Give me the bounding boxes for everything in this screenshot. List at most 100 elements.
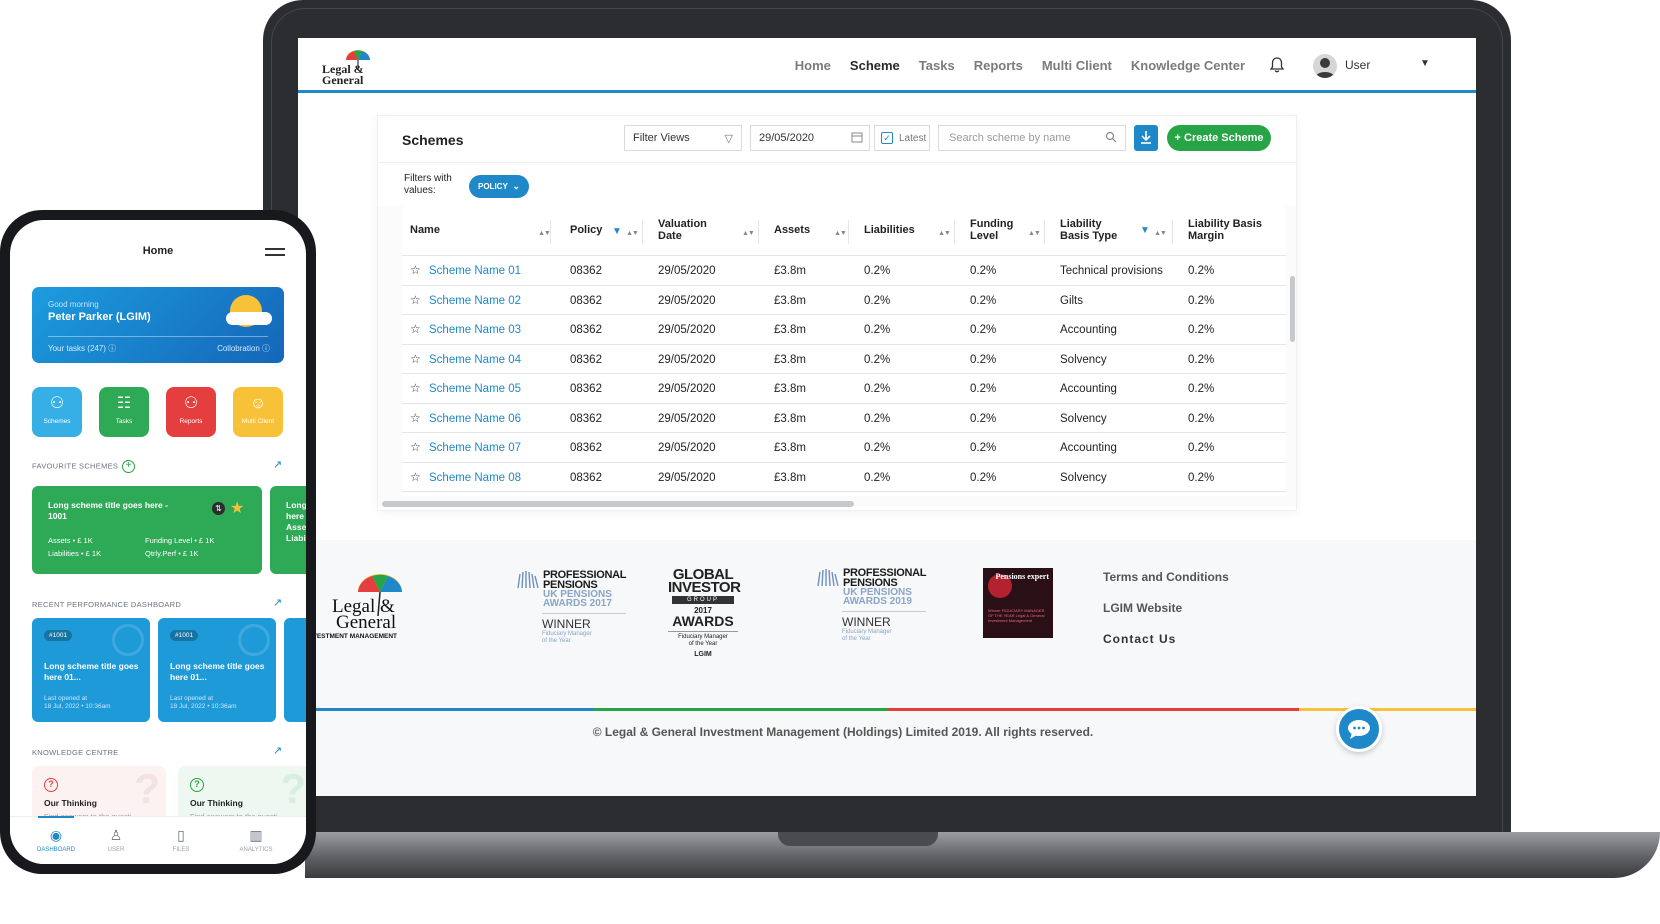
table-row[interactable]: ☆ Scheme Name 07 08362 29/05/2020 £3.8m 0.2% 0… [402, 433, 1286, 463]
scheme-name-link[interactable]: Scheme Name 03 [429, 324, 522, 336]
table-row[interactable]: ☆ Scheme Name 01 08362 29/05/2020 £3.8m 0.2% 0… [402, 256, 1286, 286]
hamburger-menu-icon[interactable] [265, 248, 285, 256]
scheme-name-link[interactable]: Scheme Name 01 [429, 265, 522, 277]
filter-active-icon[interactable]: ▼ [1140, 225, 1150, 236]
star-outline-icon[interactable]: ☆ [410, 469, 421, 484]
star-outline-icon[interactable]: ☆ [410, 263, 421, 277]
your-tasks-link[interactable]: Your tasks (247) ⓘ [48, 344, 117, 353]
sort-icon[interactable]: ▲▼ [1154, 230, 1167, 237]
create-scheme-button[interactable]: + Create Scheme [1167, 125, 1271, 151]
column-header-assets[interactable]: Assets ▲▼ [774, 224, 847, 237]
caret-down-icon[interactable]: ▼ [1420, 58, 1430, 69]
user-name[interactable]: User [1345, 58, 1371, 72]
date-picker[interactable]: 29/05/2020 [750, 125, 870, 151]
sort-icon[interactable]: ▲▼ [742, 230, 755, 237]
expand-arrow-icon[interactable]: ↗ [273, 597, 283, 609]
horizontal-scrollbar[interactable] [382, 501, 854, 507]
sort-icon[interactable]: ▲▼ [1028, 230, 1041, 237]
nav-multi-client[interactable]: Multi Client [1041, 58, 1112, 73]
swap-icon[interactable]: ⇅ [212, 502, 225, 515]
star-outline-icon[interactable]: ☆ [410, 292, 421, 307]
favourite-scheme-card-peek[interactable]: Long here Asse Liabi [270, 486, 306, 574]
phone-screen: Home Good morning Peter Parker (LGIM) Yo… [10, 220, 306, 864]
collaboration-link[interactable]: Collobration ⓘ [217, 344, 270, 353]
tile-reports[interactable]: ⚇ Reports [166, 387, 216, 437]
star-outline-icon[interactable]: ☆ [410, 322, 421, 336]
nav-home[interactable]: Home [794, 58, 831, 73]
star-outline-icon[interactable]: ☆ [410, 351, 421, 366]
add-favourite-icon[interactable]: + [122, 460, 136, 473]
cell-liabilities: 0.2% [864, 353, 891, 366]
nav-knowledge-center[interactable]: Knowledge Center [1130, 58, 1245, 73]
award-header: PROFESSIONAL PENSIONS UK PENSIONS AWARDS… [816, 568, 926, 607]
greeting-user: Peter Parker (LGIM) [48, 311, 151, 323]
column-header-liability-basis-margin[interactable]: Liability Basis Margin [1188, 218, 1268, 242]
expand-arrow-icon[interactable]: ↗ [273, 459, 283, 471]
sort-icon[interactable]: ▲▼ [538, 230, 551, 237]
award-body: WINNER Fiduciary Manager of the Year [816, 611, 927, 643]
perf-last-opened: Last opened at 18 Jul, 2022 • 10:36am [44, 695, 111, 711]
table-row[interactable]: ☆ Scheme Name 05 08362 29/05/2020 £3.8m 0.2% 0… [402, 374, 1286, 404]
cell-valuation-date: 29/05/2020 [658, 471, 716, 484]
latest-checkbox[interactable]: ✓ Latest [874, 125, 930, 151]
scheme-name-link[interactable]: Scheme Name 05 [429, 383, 522, 395]
table-row[interactable]: ☆ Scheme Name 04 08362 29/05/2020 £3.8m 0.2% 0… [402, 345, 1286, 374]
tab-user[interactable]: ♙ USER [86, 827, 146, 853]
star-outline-icon[interactable]: ☆ [410, 440, 421, 454]
contact-us-link[interactable]: Contact Us [1103, 632, 1177, 646]
column-header-funding-level[interactable]: Funding Level ▲▼ [970, 218, 1041, 242]
sort-icon[interactable]: ▲▼ [834, 230, 847, 237]
bell-icon[interactable] [1268, 56, 1286, 74]
table-row[interactable]: ☆ Scheme Name 06 08362 29/05/2020 £3.8m 0.2% 0… [402, 404, 1286, 433]
column-header-valuation-date[interactable]: Valuation Date ▲▼ [658, 218, 755, 242]
terms-link[interactable]: Terms and Conditions [1103, 570, 1229, 584]
chat-button[interactable] [1336, 706, 1382, 752]
tab-analytics[interactable]: ▥ ANALYTICS [226, 827, 286, 853]
expand-arrow-icon[interactable]: ↗ [273, 745, 283, 757]
nav-scheme[interactable]: Scheme [840, 38, 909, 93]
table-row[interactable]: ☆ Scheme Name 02 08362 29/05/2020 £3.8m 0.2% 0… [402, 286, 1286, 315]
cell-valuation-date: 29/05/2020 [658, 265, 716, 277]
nav-reports[interactable]: Reports [973, 58, 1023, 73]
star-filled-icon[interactable]: ★ [230, 500, 245, 517]
cell-assets: £3.8m [774, 471, 806, 484]
column-header-policy[interactable]: Policy ▼ ▲▼ [570, 224, 639, 237]
tab-dashboard[interactable]: ◉ DASHBOARD [26, 816, 86, 853]
filters-with-values-label: Filters with values: [404, 173, 452, 196]
favourite-scheme-card[interactable]: Long scheme title goes here - 1001 ⇅ ★ A… [32, 486, 262, 574]
column-header-liabilities[interactable]: Liabilities ▲▼ [864, 224, 951, 237]
brand-logo[interactable]: Legal & General [322, 48, 370, 86]
sort-icon[interactable]: ▲▼ [626, 230, 639, 237]
cell-assets: £3.8m [774, 324, 806, 336]
tab-files[interactable]: ▯ FILES [151, 827, 211, 853]
laptop-notch [778, 832, 938, 846]
filter-views-select[interactable]: Filter Views ▽ [624, 125, 742, 151]
lgim-website-link[interactable]: LGIM Website [1103, 601, 1183, 615]
scheme-name-link[interactable]: Scheme Name 08 [429, 471, 522, 484]
performance-card-peek[interactable] [284, 618, 306, 722]
scheme-name-link[interactable]: Scheme Name 06 [429, 412, 522, 425]
star-outline-icon[interactable]: ☆ [410, 410, 421, 425]
star-outline-icon[interactable]: ☆ [410, 381, 421, 395]
filter-active-icon[interactable]: ▼ [612, 226, 622, 237]
tile-tasks[interactable]: ☷ Tasks [99, 387, 149, 437]
user-avatar[interactable] [1313, 54, 1337, 78]
scheme-name-link[interactable]: Scheme Name 07 [429, 442, 522, 454]
tile-schemes[interactable]: ⚇ Schemes [32, 387, 82, 437]
column-header-name[interactable]: Name ▲▼ [410, 224, 551, 237]
search-input[interactable]: Search scheme by name [938, 125, 1126, 151]
nav-tasks[interactable]: Tasks [918, 58, 955, 73]
performance-card[interactable]: #1001 Long scheme title goes here 01... … [32, 618, 150, 722]
sort-icon[interactable]: ▲▼ [938, 230, 951, 237]
policy-filter-chip[interactable]: POLICY ⌄ [469, 175, 529, 198]
scheme-name-link[interactable]: Scheme Name 02 [429, 294, 522, 307]
table-row[interactable]: ☆ Scheme Name 08 08362 29/05/2020 £3.8m 0.2% 0… [402, 463, 1286, 492]
column-header-liability-basis-type[interactable]: Liability Basis Type ▼ ▲▼ [1060, 218, 1167, 242]
vertical-scrollbar[interactable] [1290, 276, 1295, 342]
download-button[interactable] [1134, 125, 1158, 151]
table-row[interactable]: ☆ Scheme Name 03 08362 29/05/2020 £3.8m 0.2% 0… [402, 315, 1286, 345]
tile-multi-client[interactable]: ☺ Multi Client [233, 387, 283, 437]
performance-card[interactable]: #1001 Long scheme title goes here 01... … [158, 618, 276, 722]
scheme-name-link[interactable]: Scheme Name 04 [429, 353, 522, 366]
footer-logo[interactable]: Legal & General INVESTMENT MANAGEMENT [304, 568, 416, 645]
